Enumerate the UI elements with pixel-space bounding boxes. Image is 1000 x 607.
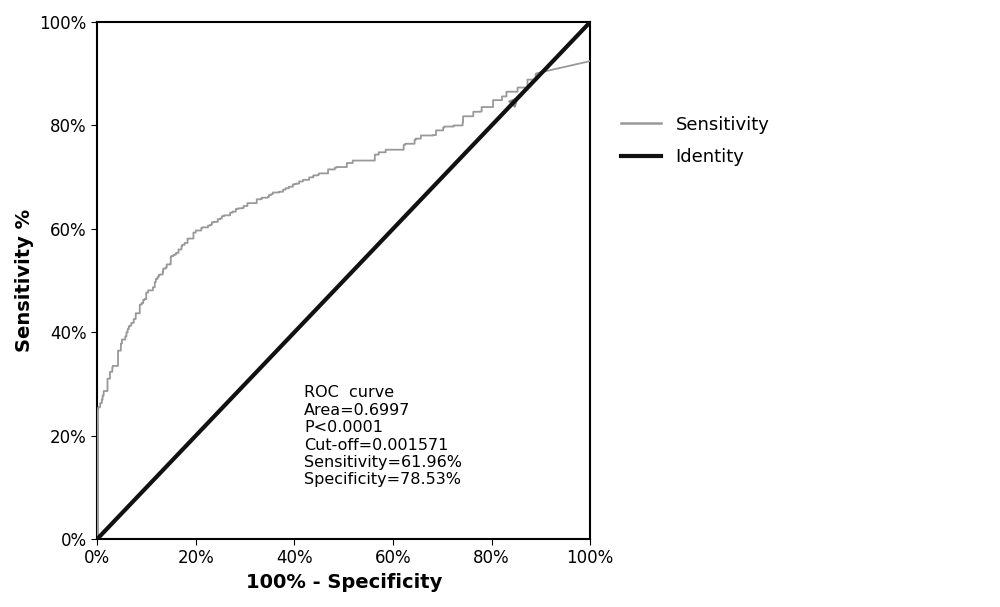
Y-axis label: Sensitivity %: Sensitivity % bbox=[15, 209, 34, 352]
Text: ROC  curve
Area=0.6997
P<0.0001
Cut-off=0.001571
Sensitivity=61.96%
Specificity=: ROC curve Area=0.6997 P<0.0001 Cut-off=0… bbox=[304, 385, 462, 487]
Legend: Sensitivity, Identity: Sensitivity, Identity bbox=[614, 109, 777, 174]
X-axis label: 100% - Specificity: 100% - Specificity bbox=[246, 573, 442, 592]
